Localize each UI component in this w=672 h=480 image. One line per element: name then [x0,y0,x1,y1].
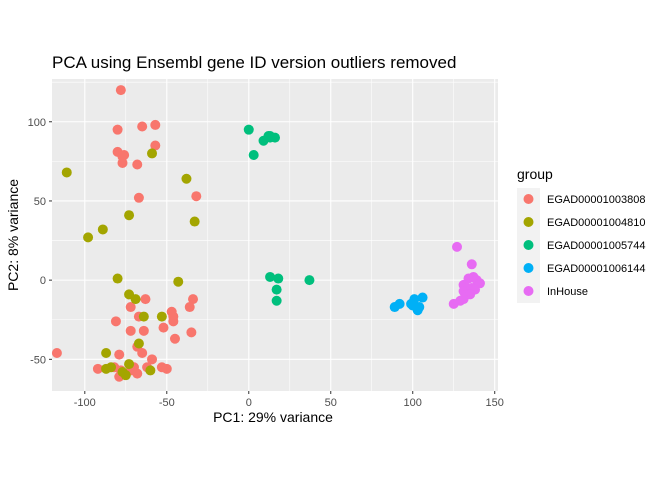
data-point [124,210,135,221]
data-point [189,216,200,227]
data-point [101,347,112,358]
data-point [112,124,123,135]
axis-ticks: -100 -50 0 50 100 150 -50 0 50 100 [28,117,504,409]
data-point [51,347,62,358]
legend-key [523,286,534,296]
data-point [140,294,151,305]
data-point [125,325,136,336]
legend-label: EGAD00001004810 [547,217,645,229]
data-point [243,124,254,135]
data-point [181,173,192,184]
data-point [186,327,197,338]
x-tick-label: 150 [486,397,504,409]
data-point [271,295,282,306]
data-point [97,224,108,235]
data-point [137,347,148,358]
data-point [138,325,149,336]
chart-title: PCA using Ensembl gene ID version outlie… [52,53,456,72]
data-point [92,363,103,374]
data-point [407,300,418,311]
data-point [273,273,284,284]
legend: group EGAD00001003808 EGAD00001004810 EGAD… [517,166,645,303]
data-point [101,363,112,374]
x-tick-label: -50 [159,397,175,409]
legend-key [523,263,534,273]
data-point [169,333,180,344]
data-point [61,167,72,178]
data-point [452,241,463,252]
data-point [132,368,143,379]
data-point [150,140,161,151]
data-point [133,338,144,349]
data-point [114,349,125,360]
data-point [304,275,315,286]
x-tick-label: 100 [404,397,422,409]
data-point [191,191,202,202]
legend-key [523,240,534,250]
data-point [147,354,158,365]
data-point [188,294,199,305]
x-tick-label: 0 [246,397,252,409]
data-point [83,232,94,243]
data-point [124,359,135,370]
data-point [115,85,126,96]
data-point [417,292,428,303]
data-point [117,157,128,168]
y-axis-title: PC2: 8% variance [5,179,21,291]
legend-key [523,217,534,227]
data-point [156,311,167,322]
data-point [248,150,259,161]
legend-key [523,194,534,204]
data-point [137,121,148,132]
data-point [133,192,144,203]
x-tick-label: -100 [74,397,96,409]
data-point [394,298,405,309]
data-point [130,294,141,305]
data-point [112,273,123,284]
data-point [258,135,269,146]
data-point [145,365,156,376]
x-axis-title: PC1: 29% variance [213,409,333,425]
data-point [110,316,121,327]
data-point [147,148,158,159]
data-point [271,284,282,295]
data-point [150,119,161,130]
data-point [138,311,149,322]
legend-label: EGAD00001005744 [547,240,645,252]
x-tick-label: 50 [325,397,337,409]
data-points [51,85,485,382]
data-point [270,132,280,143]
data-point [448,298,459,309]
y-tick-label: -50 [30,354,46,366]
legend-title: group [517,166,553,182]
data-point [184,302,195,313]
y-tick-label: 50 [34,196,46,208]
data-point [120,370,131,381]
data-point [466,259,477,270]
data-point [458,294,469,305]
legend-label: EGAD00001006144 [547,263,645,275]
y-tick-label: 0 [40,275,46,287]
data-point [161,363,172,374]
y-tick-label: 100 [28,117,46,129]
data-point [132,159,143,170]
legend-label: InHouse [547,286,588,298]
data-point [158,322,169,333]
legend-label: EGAD00001003808 [547,194,645,206]
data-point [265,271,276,282]
data-point [125,302,136,313]
plot-panel [52,79,498,391]
data-point [168,316,179,327]
data-point [173,276,184,287]
